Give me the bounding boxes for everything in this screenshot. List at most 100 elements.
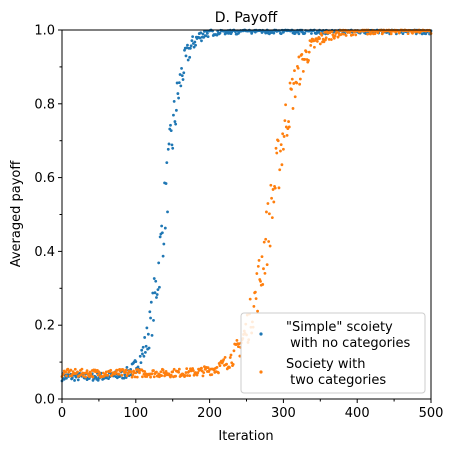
data-point (114, 371, 118, 375)
x-axis-label: Iteration (218, 429, 273, 444)
data-point (123, 373, 127, 377)
data-point (169, 373, 173, 377)
data-point (313, 45, 316, 49)
x-tick-label: 200 (197, 406, 222, 421)
legend: "Simple" scoiety with no categories Soci… (240, 312, 426, 394)
data-point (318, 42, 322, 46)
data-point (125, 374, 129, 378)
data-point (152, 369, 155, 372)
data-point (267, 240, 271, 243)
data-point (186, 374, 189, 377)
data-point (127, 372, 130, 376)
data-point (275, 151, 279, 155)
data-point (62, 377, 66, 381)
data-point (283, 119, 287, 123)
data-point (117, 372, 121, 376)
data-point (143, 336, 147, 339)
data-point (170, 143, 174, 147)
data-point (146, 332, 150, 336)
data-point (256, 309, 259, 313)
data-point (189, 44, 193, 48)
data-point (264, 237, 268, 241)
data-point (107, 377, 110, 380)
data-point (200, 39, 203, 43)
data-point (303, 57, 307, 61)
data-point (106, 373, 110, 377)
data-point (324, 36, 328, 40)
data-point (115, 368, 119, 372)
legend-label-simple-line2: with no categories (286, 336, 411, 351)
data-point (161, 368, 165, 372)
chart-title: D. Payoff (215, 10, 278, 26)
x-tick-label: 300 (271, 406, 296, 421)
data-point (303, 31, 307, 35)
data-point (200, 366, 203, 370)
data-point (150, 372, 154, 376)
data-point (290, 77, 294, 81)
data-point (270, 196, 273, 200)
data-point (172, 367, 176, 371)
data-point (273, 186, 277, 190)
data-point (274, 146, 278, 150)
data-point (154, 279, 158, 283)
data-point (143, 351, 147, 354)
data-point (139, 361, 143, 365)
data-point (179, 84, 183, 88)
legend-label-two-categories-line1: Society with (286, 357, 365, 372)
data-point (198, 36, 202, 40)
data-point (109, 368, 113, 372)
data-point (157, 261, 161, 265)
data-point (143, 370, 147, 373)
data-point (141, 345, 145, 349)
data-point (140, 348, 144, 352)
data-point (189, 46, 192, 50)
data-point (163, 226, 167, 230)
data-point (253, 290, 257, 294)
x-tick-label: 100 (123, 406, 148, 421)
data-point (231, 362, 235, 366)
data-point (327, 38, 331, 41)
legend-label-simple-line1: "Simple" scoiety (286, 320, 393, 335)
data-point (69, 368, 73, 372)
data-point (259, 280, 262, 283)
data-point (297, 55, 301, 59)
data-point (186, 58, 190, 62)
data-point (150, 334, 154, 337)
data-point (158, 235, 162, 239)
data-point (190, 39, 194, 43)
data-point (206, 366, 210, 370)
data-point (156, 288, 160, 292)
data-point (320, 33, 324, 37)
data-point (181, 78, 185, 81)
data-point (262, 267, 265, 271)
data-point (120, 373, 124, 377)
data-point (293, 69, 296, 73)
data-point (351, 33, 355, 37)
data-point (178, 73, 182, 76)
data-point (315, 31, 319, 35)
data-point (84, 375, 88, 379)
legend-box (240, 312, 426, 394)
data-point (256, 264, 260, 268)
data-point (237, 342, 241, 345)
data-point (171, 146, 175, 150)
data-point (300, 53, 304, 56)
data-point (159, 370, 163, 374)
data-point (203, 30, 206, 33)
data-point (131, 373, 135, 377)
data-point (87, 375, 91, 379)
data-point (164, 182, 168, 185)
data-point (155, 296, 158, 299)
data-point (202, 371, 206, 374)
data-point (272, 31, 276, 35)
data-point (310, 32, 313, 35)
data-point (172, 99, 176, 103)
data-point (284, 103, 288, 107)
data-point (144, 344, 148, 348)
data-point (167, 142, 171, 146)
data-point (268, 244, 272, 248)
data-point (160, 374, 164, 378)
data-point (182, 71, 186, 75)
data-point (232, 349, 236, 353)
